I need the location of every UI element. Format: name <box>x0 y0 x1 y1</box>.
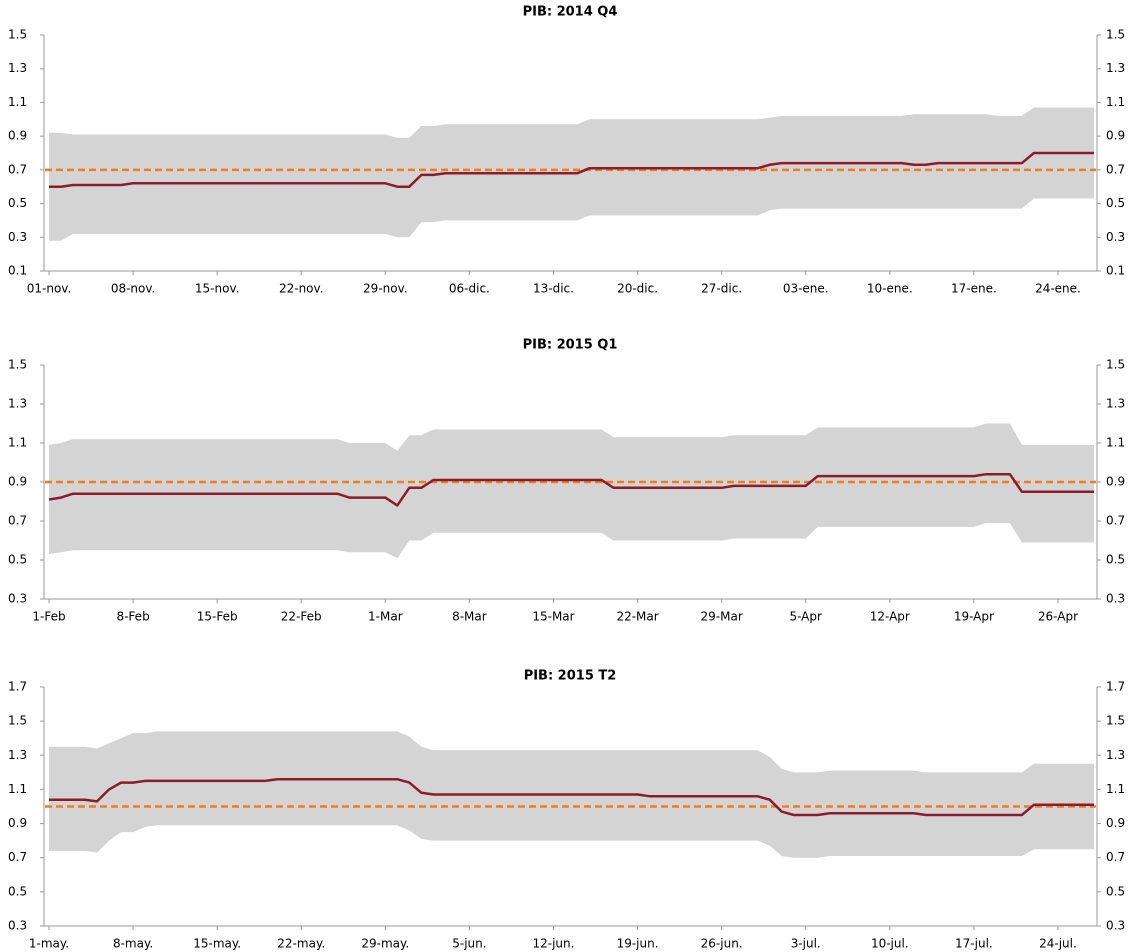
y2-tick-label: 0.3 <box>1106 230 1125 244</box>
y2-tick-label: 1.5 <box>1106 358 1125 372</box>
y2-tick-label: 0.3 <box>1106 919 1125 933</box>
chart-title: PIB: 2014 Q4 <box>523 5 618 20</box>
x-tick-label: 15-Mar <box>532 610 574 624</box>
x-tick-label: 12-Apr <box>870 610 910 624</box>
y2-tick-label: 0.7 <box>1106 850 1125 864</box>
y2-tick-label: 0.5 <box>1106 553 1125 567</box>
x-tick-label: 24-jul. <box>1039 937 1077 951</box>
x-tick-label: 22-Mar <box>616 610 658 624</box>
y2-tick-label: 1.3 <box>1106 397 1125 411</box>
x-tick-label: 22-nov. <box>279 282 324 296</box>
x-tick-label: 03-ene. <box>783 282 829 296</box>
x-tick-label: 22-may. <box>277 937 325 951</box>
x-tick-label: 22-Feb <box>281 610 322 624</box>
confidence-band <box>49 423 1094 558</box>
y-tick-label: 0.7 <box>8 162 27 176</box>
y-tick-label: 0.3 <box>8 592 27 606</box>
y2-tick-label: 1.1 <box>1106 95 1125 109</box>
x-tick-label: 19-jun. <box>617 937 659 951</box>
y2-tick-label: 1.7 <box>1106 680 1125 694</box>
chart-title: PIB: 2015 Q1 <box>523 338 618 353</box>
y2-tick-label: 0.9 <box>1106 816 1125 830</box>
y2-tick-label: 0.5 <box>1106 196 1125 210</box>
y-tick-label: 0.7 <box>8 514 27 528</box>
y2-tick-label: 1.1 <box>1106 436 1125 450</box>
x-tick-label: 29-Mar <box>701 610 743 624</box>
y-tick-label: 0.9 <box>8 129 27 143</box>
x-tick-label: 08-nov. <box>111 282 156 296</box>
y2-tick-label: 1.3 <box>1106 61 1125 75</box>
x-tick-label: 8-Mar <box>452 610 487 624</box>
y2-tick-label: 0.5 <box>1106 884 1125 898</box>
x-tick-label: 17-ene. <box>951 282 997 296</box>
y-tick-label: 0.3 <box>8 230 27 244</box>
x-tick-label: 19-Apr <box>954 610 994 624</box>
y2-tick-label: 0.1 <box>1106 264 1125 278</box>
x-tick-label: 15-Feb <box>197 610 238 624</box>
y-tick-label: 1.3 <box>8 61 27 75</box>
x-tick-label: 5-Apr <box>789 610 822 624</box>
series-line <box>48 472 1094 507</box>
x-tick-label: 8-may. <box>113 937 153 951</box>
x-tick-label: 12-jun. <box>532 937 574 951</box>
x-tick-label: 26-jun. <box>701 937 743 951</box>
y2-tick-label: 0.9 <box>1106 129 1125 143</box>
y-tick-label: 1.1 <box>8 782 27 796</box>
x-tick-label: 15-may. <box>193 937 241 951</box>
x-tick-label: 10-jul. <box>871 937 909 951</box>
y-tick-label: 1.1 <box>8 95 27 109</box>
y-tick-label: 0.3 <box>8 919 27 933</box>
x-tick-label: 1-may. <box>29 937 69 951</box>
y2-tick-label: 1.1 <box>1106 782 1125 796</box>
y-tick-label: 0.7 <box>8 850 27 864</box>
x-tick-label: 17-jul. <box>955 937 993 951</box>
y-tick-label: 1.5 <box>8 28 27 42</box>
x-tick-label: 27-dic. <box>701 282 742 296</box>
x-tick-label: 3-jul. <box>791 937 821 951</box>
x-tick-label: 15-nov. <box>195 282 240 296</box>
y2-tick-label: 1.5 <box>1106 28 1125 42</box>
y-tick-label: 0.5 <box>8 196 27 210</box>
y-tick-label: 1.7 <box>8 680 27 694</box>
chart-title: PIB: 2015 T2 <box>524 669 617 684</box>
x-tick-label: 20-dic. <box>617 282 658 296</box>
y-tick-label: 0.1 <box>8 264 27 278</box>
y-tick-label: 0.5 <box>8 884 27 898</box>
y2-tick-label: 1.3 <box>1106 748 1125 762</box>
series-line <box>49 777 1094 817</box>
y-tick-label: 0.9 <box>8 475 27 489</box>
y2-tick-label: 0.9 <box>1106 475 1125 489</box>
x-tick-label: 29-may. <box>361 937 409 951</box>
x-tick-label: 8-Feb <box>116 610 149 624</box>
x-tick-label: 24-ene. <box>1035 282 1081 296</box>
y2-tick-label: 0.7 <box>1106 162 1125 176</box>
x-tick-label: 06-dic. <box>449 282 490 296</box>
y2-tick-label: 1.5 <box>1106 714 1125 728</box>
x-tick-label: 1-Feb <box>32 610 65 624</box>
x-tick-label: 29-nov. <box>363 282 408 296</box>
x-tick-label: 13-dic. <box>533 282 574 296</box>
y-tick-label: 1.3 <box>8 748 27 762</box>
series-line <box>49 151 1094 188</box>
x-tick-label: 26-Apr <box>1038 610 1078 624</box>
x-tick-label: 5-jun. <box>452 937 486 951</box>
x-tick-label: 10-ene. <box>867 282 913 296</box>
y-tick-label: 0.9 <box>8 816 27 830</box>
x-tick-label: 01-nov. <box>27 282 72 296</box>
y2-tick-label: 0.7 <box>1106 514 1125 528</box>
y-tick-label: 1.1 <box>8 436 27 450</box>
y2-tick-label: 0.3 <box>1106 592 1125 606</box>
y-tick-label: 1.3 <box>8 397 27 411</box>
y-tick-label: 0.5 <box>8 553 27 567</box>
x-tick-label: 1-Mar <box>368 610 403 624</box>
y-tick-label: 1.5 <box>8 714 27 728</box>
y-tick-label: 1.5 <box>8 358 27 372</box>
